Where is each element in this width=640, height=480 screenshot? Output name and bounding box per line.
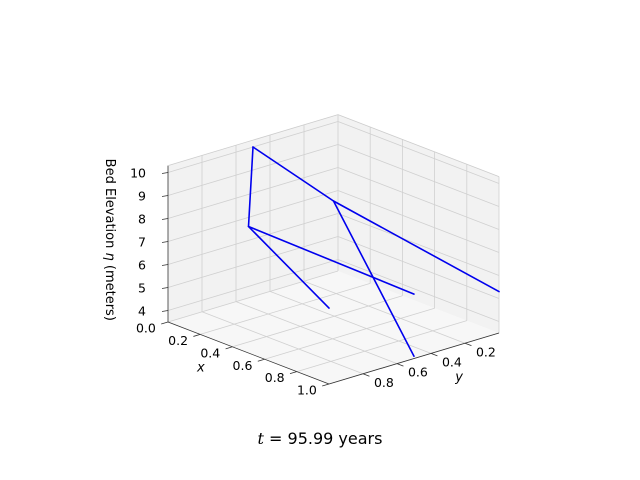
z-tick-mark [161,287,169,289]
data-lines [247,146,500,358]
axis-lines [167,114,500,385]
caption-value: = 95.99 years [269,429,383,448]
x-axis-label: x [196,360,205,375]
x-tick-label: 1.0 [297,383,317,398]
grid-line-x-floor [296,320,467,372]
y-tick-label: 0.8 [374,375,394,390]
y-tick-mark [362,373,370,377]
z-tick-label: 8 [138,212,146,227]
y-tick-label: 0.4 [442,354,462,369]
z-tick-label: 5 [138,281,146,296]
x-tick-label: 0.8 [265,370,285,385]
x-tick-mark [322,383,330,387]
x-tick-mark [289,371,297,375]
z-axis-label-prefix: Bed Elevation [102,159,117,253]
y-axis-label: y [454,370,463,385]
z-tick-label: 7 [138,235,146,250]
z-axis-label-var: η [102,253,117,261]
grid-line-z-right [337,213,500,276]
caption-variable: t [257,429,264,448]
x-tick-mark [161,321,169,325]
floor-pane [168,271,499,384]
grid-line-z-left [167,144,339,196]
grid-line-z-left [167,213,339,265]
grid-line-y-floor [201,311,364,375]
grid-line-z-left [167,259,339,311]
y-tick-mark [396,363,404,367]
time-caption: t = 95.99 years [0,429,640,448]
grid-line-x-floor [167,270,339,323]
grid-line-z-right [337,236,500,299]
grid-line-z-right [337,167,500,230]
x-axis-line [167,321,330,385]
z-axis-label-suffix: (meters) [102,261,117,321]
z-tick-mark [161,195,169,197]
grid-line-x-floor [232,295,403,348]
grid-line-y-floor [269,291,432,354]
top-edge-right [337,114,500,177]
z-tick-label: 6 [138,258,146,273]
grid-line-z-left [167,190,339,242]
x-tick-label: 0.6 [233,358,253,373]
x-tick-mark [225,346,233,350]
y-tick-mark [430,353,438,357]
grid-lines [167,114,500,385]
z-tick-label: 9 [138,189,146,204]
z-tick-mark [161,241,169,243]
x-tick-label: 0.0 [136,321,156,336]
z-tick-mark [161,310,169,312]
top-edge-left [167,114,339,166]
axes-panes [168,114,499,384]
grid-line-x-floor [200,283,371,335]
grid-line-z-left [167,236,339,288]
grid-line-z-right [337,144,500,207]
z-axis-label: Bed Elevation η (meters) [102,159,117,321]
z-tick-mark [161,172,169,174]
x-tick-mark [257,358,265,362]
x-tick-label: 0.2 [168,333,188,348]
y-tick-mark [464,342,472,347]
grid-line-x-floor [264,307,435,360]
grid-line-z-left [167,167,339,219]
series-line-branch-a [332,200,500,293]
series-line-branch-b [247,225,415,295]
y-tick-label: 0.2 [476,344,496,359]
y-tick-label: 0.6 [408,365,428,380]
z-tick-mark [161,218,169,220]
axis-ticks: 0.0 0.2 0.4 0.6 0.8 1.0 0.2 0.4 0.6 0.8 4 5 6 7 8 9 10 [130,166,496,398]
grid-line-z-right [337,190,500,253]
x-tick-mark [193,334,201,337]
grid-line-y-floor [303,280,466,344]
back-pane-left [168,114,338,322]
grid-line-z-right [337,121,500,184]
z-tick-label: 10 [130,166,146,181]
z-tick-label: 4 [138,304,146,319]
x-tick-label: 0.4 [200,345,220,360]
grid-line-z-right [337,259,500,322]
back-pane-right [338,114,499,333]
y-axis-line [328,332,500,385]
z-tick-mark [161,264,169,266]
grid-line-y-floor [235,301,398,364]
